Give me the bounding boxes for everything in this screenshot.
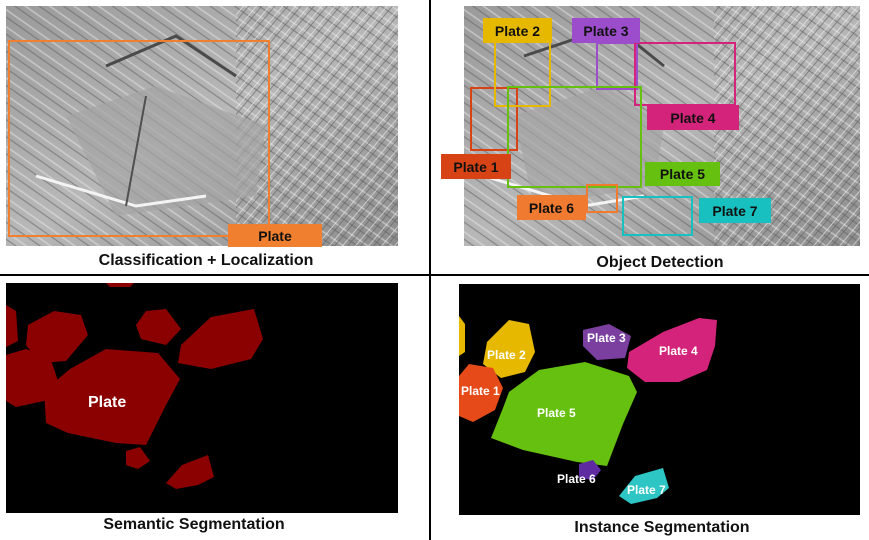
instance-label-plate-4: Plate 4 (659, 344, 698, 358)
tag-plate-1: Plate 1 (441, 154, 511, 179)
instance-caption: Instance Segmentation (574, 519, 750, 536)
detection-caption: Object Detection (596, 254, 724, 271)
semantic-caption: Semantic Segmentation (103, 516, 285, 533)
instance-label-plate-2: Plate 2 (487, 348, 526, 362)
box-plate-4 (634, 42, 736, 106)
classification-image (6, 6, 398, 246)
tag-plate-5: Plate 5 (645, 162, 720, 186)
vertical-divider (429, 0, 431, 540)
instance-label-plate-3: Plate 3 (587, 331, 626, 345)
horizontal-divider (0, 274, 869, 276)
semantic-plate-label: Plate (88, 394, 127, 411)
classification-caption: Classification + Localization (98, 252, 314, 269)
tag-plate-2: Plate 2 (483, 18, 552, 43)
instance-plate-5 (491, 362, 637, 466)
box-plate-5 (507, 86, 642, 188)
box-plate-7 (622, 196, 693, 236)
instance-plate-3 (583, 324, 631, 360)
localization-box (8, 40, 270, 237)
instance-plate-0 (459, 316, 465, 356)
semantic-segmentation-image (6, 283, 398, 513)
plate-tag: Plate (228, 224, 322, 247)
box-plate-3 (596, 42, 638, 90)
instance-label-plate-6: Plate 6 (557, 472, 596, 486)
instance-plate-6 (579, 460, 601, 480)
instance-label-plate-1: Plate 1 (461, 384, 500, 398)
tag-plate-7: Plate 7 (699, 198, 771, 223)
instance-segmentation-image (459, 284, 860, 515)
tag-plate-4: Plate 4 (647, 105, 739, 130)
instance-plate-1 (459, 364, 503, 422)
tag-plate-3: Plate 3 (572, 18, 640, 43)
instance-label-plate-7: Plate 7 (627, 483, 666, 497)
instance-label-plate-5: Plate 5 (537, 406, 576, 420)
box-plate-6 (586, 184, 618, 213)
instance-plate-2 (483, 320, 535, 378)
instance-plate-4 (627, 318, 717, 382)
tag-plate-6: Plate 6 (517, 195, 586, 220)
instance-plate-7 (619, 468, 669, 504)
